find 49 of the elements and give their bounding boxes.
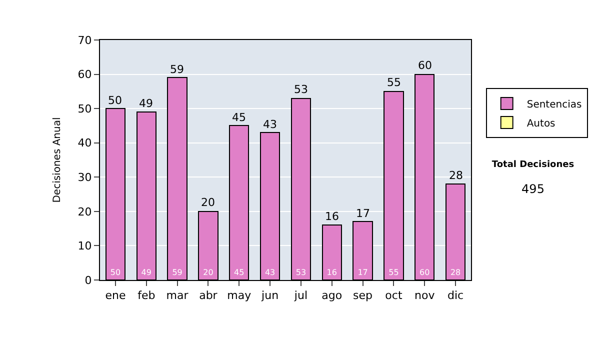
total-label: 53 [294, 83, 308, 96]
y-tick-label: 50 [78, 102, 92, 116]
data-label: 28 [450, 268, 461, 277]
x-tick-label: sep [353, 289, 373, 302]
total-label: 45 [232, 111, 246, 124]
x-tick-label: ene [105, 289, 126, 302]
x-tick-label: abr [199, 289, 218, 302]
total-label: 60 [418, 59, 432, 72]
y-tick-label: 60 [78, 68, 92, 82]
x-tick-label: nov [414, 289, 436, 302]
y-tick-label: 10 [78, 240, 92, 253]
data-label: 16 [326, 268, 337, 277]
total-label: 55 [387, 76, 401, 89]
y-tick-label: 70 [78, 34, 92, 47]
x-tick-label: ago [322, 289, 342, 302]
y-tick-label: 30 [78, 170, 92, 184]
x-tick-label: jul [293, 289, 308, 302]
data-label: 17 [358, 268, 368, 277]
total-label: 43 [263, 118, 277, 131]
y-tick-label: 0 [84, 274, 92, 287]
data-label: 53 [296, 268, 306, 277]
data-label: 43 [264, 268, 276, 277]
x-tick-label: oct [385, 289, 403, 302]
data-label: 20 [203, 268, 214, 277]
text: 495 [522, 182, 544, 196]
y-axis-title: Decisiones Anual [52, 117, 63, 203]
total-label: 16 [325, 210, 339, 223]
data-label: 59 [172, 268, 182, 277]
data-label: 49 [141, 268, 152, 277]
data-label: 45 [234, 268, 244, 277]
x-tick-label: dic [447, 289, 464, 302]
data-label: 55 [388, 268, 399, 277]
x-tick-label: jun [260, 289, 279, 302]
x-tick-label: feb [138, 289, 156, 302]
legend-label: Sentencias [526, 99, 582, 110]
total-label: 28 [449, 169, 463, 182]
total-label: 59 [170, 63, 184, 76]
y-tick-label: 40 [78, 136, 92, 150]
data-label: 60 [420, 268, 430, 277]
legend-label: Autos [526, 118, 556, 130]
x-tick-label: mar [166, 289, 189, 302]
total-label: 17 [356, 207, 370, 220]
x-tick-label: may [227, 289, 252, 302]
y-tick-label: 20 [78, 205, 92, 218]
total-label: 49 [139, 97, 153, 110]
total-label: 50 [108, 94, 122, 107]
total-label: 20 [201, 196, 215, 209]
data-label: 50 [110, 268, 121, 277]
text: Total Decisiones [492, 160, 574, 170]
